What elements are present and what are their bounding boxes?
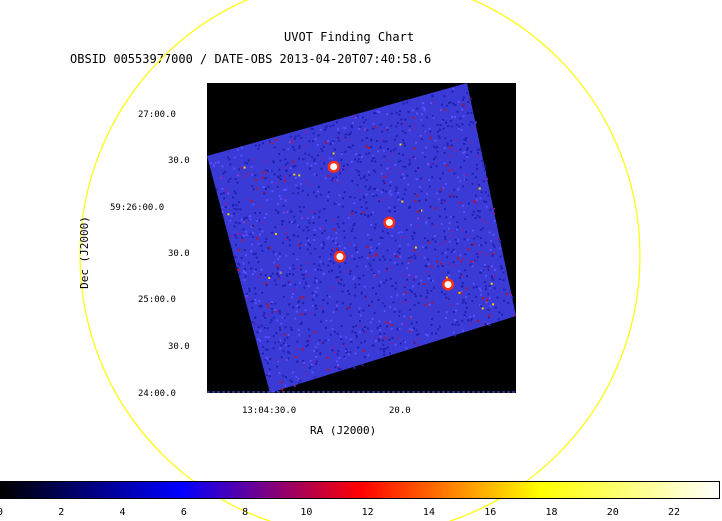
source-point xyxy=(330,163,338,171)
y-tick-label: 30.0 xyxy=(168,342,190,352)
colorbar-tick-label: 2 xyxy=(58,507,65,518)
source-point xyxy=(444,281,452,288)
exposure-region xyxy=(207,83,516,393)
colorbar-tick-label: 8 xyxy=(242,507,249,518)
colorbar-tick-label: 0 xyxy=(0,507,4,518)
y-tick-label: 25:00.0 xyxy=(138,295,176,305)
x-tick-label: 13:04:30.0 xyxy=(242,406,297,416)
colorbar-tick-label: 18 xyxy=(545,507,558,518)
sky-image xyxy=(207,83,516,393)
source-point xyxy=(385,219,393,226)
y-tick-label: 30.0 xyxy=(168,156,190,166)
chart-subtitle: OBSID 00553977000 / DATE-OBS 2013-04-20T… xyxy=(70,52,432,66)
colorbar-tick-label: 6 xyxy=(180,507,187,518)
y-tick-label: 59:26:00.0 xyxy=(110,203,165,213)
x-axis-label: RA (J2000) xyxy=(310,424,377,437)
source-point xyxy=(336,253,344,261)
colorbar-tick-label: 14 xyxy=(422,507,435,518)
field-of-view-circle xyxy=(79,0,641,521)
colorbar-tick-label: 20 xyxy=(606,507,619,518)
noise-pixels xyxy=(209,87,515,393)
colorbar xyxy=(0,481,720,499)
y-axis-label: Dec (J2000) xyxy=(77,216,91,289)
chart-title: UVOT Finding Chart xyxy=(284,30,415,44)
y-tick-label: 24:00.0 xyxy=(138,389,176,399)
x-tick-label: 20.0 xyxy=(389,406,411,416)
colorbar-tick-label: 4 xyxy=(119,507,126,518)
colorbar-tick-label: 12 xyxy=(361,507,374,518)
sky-image-svg xyxy=(207,83,516,393)
colorbar-tick-label: 22 xyxy=(668,507,681,518)
y-tick-label: 30.0 xyxy=(168,249,190,259)
colorbar-tick-label: 10 xyxy=(300,507,313,518)
y-tick-label: 27:00.0 xyxy=(138,110,176,120)
colorbar-tick-label: 16 xyxy=(484,507,497,518)
